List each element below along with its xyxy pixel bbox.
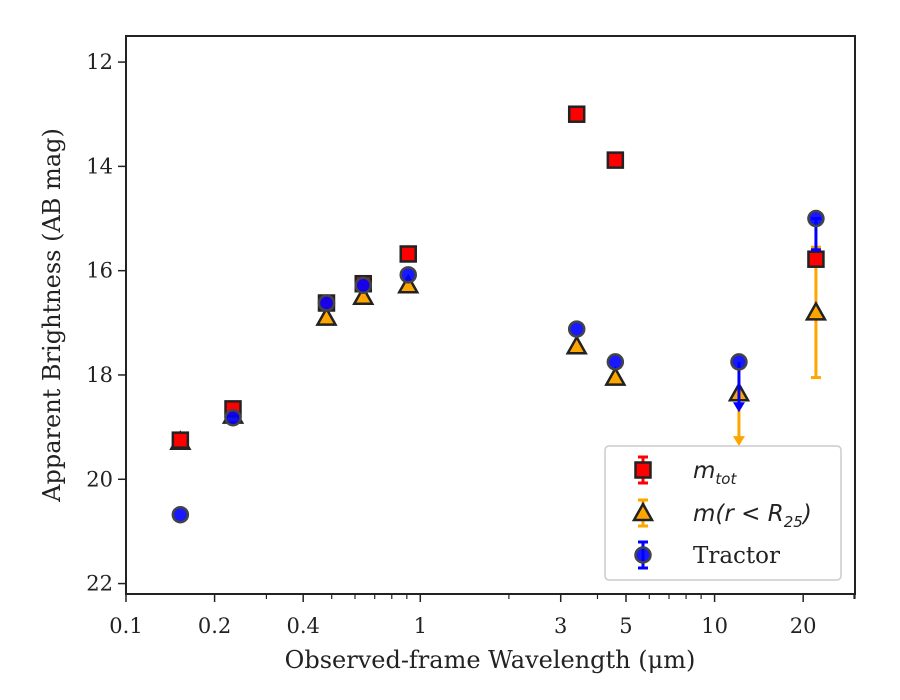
legend-label-sub: tot xyxy=(715,470,737,488)
data-point xyxy=(171,431,190,449)
upper-limit-arrow xyxy=(732,436,745,447)
legend-label-main: m xyxy=(693,458,715,484)
x-tick-label: 3 xyxy=(554,614,567,638)
data-point xyxy=(397,273,420,294)
x-tick-label: 20 xyxy=(790,614,817,638)
data-point xyxy=(565,334,588,355)
upper-limit-arrow xyxy=(732,402,745,413)
data-point xyxy=(807,209,825,228)
legend-box xyxy=(604,445,842,581)
data-marks xyxy=(169,105,828,524)
data-point xyxy=(604,366,627,386)
data-point xyxy=(354,276,373,295)
data-point xyxy=(606,151,625,169)
y-tick-label: 14 xyxy=(86,154,113,178)
data-point xyxy=(606,353,625,371)
legend-label: mtot xyxy=(693,458,737,488)
data-point xyxy=(171,505,190,524)
legend-marker xyxy=(631,501,655,522)
y-tick-label: 20 xyxy=(86,467,113,491)
data-point xyxy=(567,105,586,123)
y-axis-label: Apparent Brightness (AB mag) xyxy=(38,128,66,503)
data-point xyxy=(807,250,825,268)
data-point xyxy=(317,294,336,312)
data-point xyxy=(567,320,586,338)
y-tick-label: 12 xyxy=(86,50,113,74)
y-tick-label: 18 xyxy=(86,363,113,387)
y-axis-ticks: 12 14 16 18 20 22 xyxy=(86,50,126,596)
legend-marker xyxy=(634,546,652,564)
data-point xyxy=(315,306,338,326)
data-point xyxy=(224,408,242,427)
x-tick-label: 0.1 xyxy=(109,614,142,638)
legend-marker xyxy=(634,461,652,479)
x-tick-label: 5 xyxy=(619,614,632,638)
legend-entries: mtot m(r < R25) Tractor xyxy=(631,455,812,570)
x-tick-label: 10 xyxy=(701,614,728,638)
y-tick-label: 22 xyxy=(86,572,113,596)
legend-label-sub: 25 xyxy=(784,513,803,531)
data-point xyxy=(352,285,375,305)
legend-label-tail: ) xyxy=(801,501,812,527)
data-point xyxy=(804,300,828,321)
x-tick-label: 0.2 xyxy=(198,614,231,638)
data-point xyxy=(730,353,748,371)
legend-label: Tractor xyxy=(693,543,780,569)
data-point xyxy=(399,266,417,284)
x-axis-ticks: 0.1 0.2 0.4 1 3 5 10 20 xyxy=(109,594,856,638)
legend-label: m(r < R25) xyxy=(693,501,812,531)
data-point xyxy=(399,245,417,263)
x-tick-label: 0.4 xyxy=(286,614,319,638)
series-circle xyxy=(171,209,825,524)
x-axis-label: Observed-frame Wavelength (μm) xyxy=(285,646,696,674)
legend: mtot m(r < R25) Tractor xyxy=(604,445,842,581)
legend-label-main: m(r < R xyxy=(693,501,784,527)
x-tick-label: 1 xyxy=(414,614,427,638)
y-tick-label: 16 xyxy=(86,259,113,283)
